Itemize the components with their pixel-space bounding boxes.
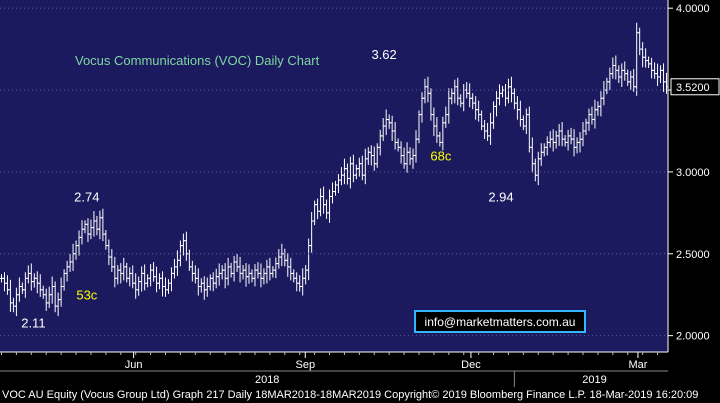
last-price-marker: 3.5200 [670, 78, 720, 96]
annotations: 2.74 2.11 53c 3.62 68c 2.94 [21, 47, 513, 331]
plot-background [0, 0, 668, 352]
last-price-label: 3.5200 [676, 82, 710, 94]
x-tick-label: Jun [125, 359, 143, 371]
watermark-text: info@marketmatters.com.au [425, 315, 576, 329]
footer-text: VOC AU Equity (Vocus Group Ltd) Graph 21… [2, 389, 699, 401]
chart-annotation: 53c [76, 288, 97, 303]
x-year-label: 2019 [582, 374, 606, 386]
watermark-box: info@marketmatters.com.au [414, 310, 586, 333]
y-tick-label: 3.0000 [676, 167, 710, 179]
x-tick-label: Dec [461, 359, 481, 371]
x-tick-label: Mar [628, 359, 647, 371]
watermark-border [414, 310, 586, 333]
y-tick-label: 4.0000 [676, 3, 710, 15]
x-year-label: 2018 [255, 374, 279, 386]
chart-title: Vocus Communications (VOC) Daily Chart [75, 53, 320, 68]
chart-annotation: 2.94 [488, 189, 513, 204]
footer-bar: VOC AU Equity (Vocus Group Ltd) Graph 21… [0, 387, 720, 403]
price-chart: 4.00003.50003.00002.50002.0000JunSepDecM… [0, 0, 720, 387]
chart-annotation: 68c [430, 148, 451, 163]
y-tick-label: 2.0000 [676, 331, 710, 343]
ohlc-bars [0, 22, 669, 317]
chart-annotation: 3.62 [371, 47, 396, 62]
x-tick-label: Sep [295, 359, 315, 371]
chart-annotation: 2.74 [74, 189, 99, 204]
chart-annotation: 2.11 [21, 315, 45, 330]
axes: 4.00003.50003.00002.50002.0000JunSepDecM… [0, 0, 720, 387]
y-tick-label: 2.5000 [676, 249, 710, 261]
